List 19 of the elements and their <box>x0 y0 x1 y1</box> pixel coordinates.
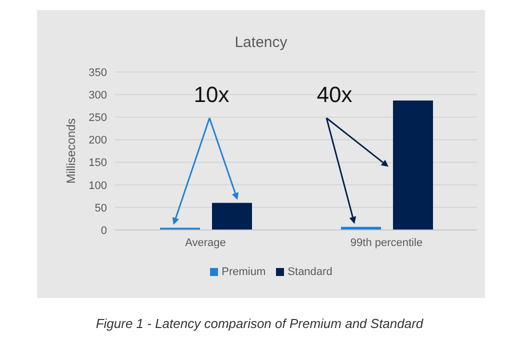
bar <box>212 202 252 230</box>
caption: Figure 1 - Latency comparison of Premium and Standard <box>94 316 424 331</box>
annotation: 40x <box>316 82 352 107</box>
y-tick-label: 150 <box>88 157 107 170</box>
annotation: 10x <box>194 82 230 107</box>
legend-label: Premium <box>222 266 266 278</box>
y-tick-label: 100 <box>88 180 107 192</box>
y-tick-label: 300 <box>88 89 107 102</box>
y-tick-label: 250 <box>88 112 107 124</box>
bar <box>393 100 433 230</box>
legend-label: Standard <box>288 266 332 278</box>
y-tick-label: 200 <box>88 134 107 147</box>
y-tick-label: 50 <box>94 202 107 214</box>
y-tick-label: 350 <box>88 66 107 79</box>
y-axis-title: Milliseconds <box>64 118 78 184</box>
x-tick-label: 99th percentile <box>350 236 423 249</box>
chart-title: Latency <box>234 34 288 51</box>
x-tick-label: Average <box>185 236 226 249</box>
y-tick-label: 0 <box>100 224 107 237</box>
